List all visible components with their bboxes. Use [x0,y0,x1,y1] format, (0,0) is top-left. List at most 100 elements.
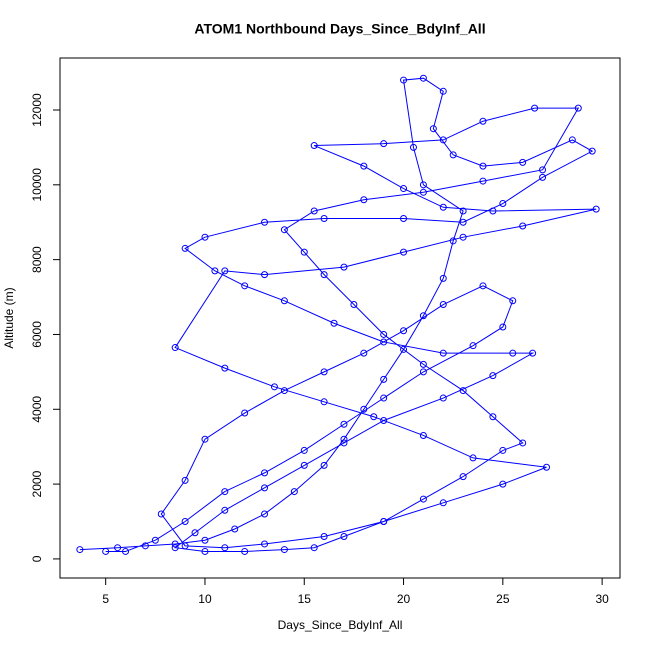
data-point [509,297,517,305]
data-point [519,222,527,230]
data-point [181,542,189,550]
data-point [531,104,539,112]
x-tick-label: 20 [397,592,411,606]
data-point [592,205,600,213]
data-point [181,518,189,526]
data-point [171,344,179,352]
data-point [459,233,467,241]
data-point [400,327,408,335]
data-line [79,77,597,552]
data-point [310,142,318,150]
data-point [499,323,507,331]
data-point [280,297,288,305]
data-point [419,188,427,196]
data-point [419,431,427,439]
data-point [489,207,497,215]
y-axis-label: Altitude (m) [2,287,16,348]
data-point [409,143,417,151]
data-point [380,417,388,425]
data-point [310,207,318,215]
x-tick-label: 10 [198,592,212,606]
data-point [330,319,338,327]
data-point [320,461,328,469]
data-point [380,518,388,526]
data-point [499,480,507,488]
data-point [181,244,189,252]
data-point [439,136,447,144]
data-point [380,140,388,148]
x-axis-label: Days_Since_BdyInf_All [278,618,403,632]
data-point [499,200,507,208]
y-tick-label: 12000 [30,93,44,127]
data-point [201,233,209,241]
data-point [241,409,249,417]
data-point [320,398,328,406]
data-point [201,435,209,443]
data-point [419,181,427,189]
y-tick-label: 10000 [30,168,44,202]
data-point [340,532,348,540]
data-point [221,488,229,496]
data-point [300,461,308,469]
data-point [459,218,467,226]
data-point [400,214,408,222]
y-tick-label: 4000 [30,396,44,423]
data-point [568,136,576,144]
x-tick-label: 5 [102,592,109,606]
data-point [320,532,328,540]
data-point [419,495,427,503]
data-point [419,74,427,82]
data-point [519,439,527,447]
data-point [340,435,348,443]
data-point [439,499,447,507]
data-point [588,147,596,155]
x-tick-label: 30 [595,592,609,606]
data-point [171,544,179,552]
data-point [439,394,447,402]
data-point [469,342,477,350]
data-point [141,542,149,550]
data-point [300,248,308,256]
data-point [270,383,278,391]
data-point [419,360,427,368]
data-point [261,484,269,492]
data-point [320,368,328,376]
data-point [574,104,582,112]
x-tick-label: 25 [496,592,510,606]
data-point [479,162,487,170]
data-point [181,476,189,484]
data-point [102,547,110,555]
data-point [191,529,199,537]
data-point [519,158,527,166]
data-point [439,349,447,357]
data-point [370,413,378,421]
data-point [529,349,537,357]
data-point [221,506,229,514]
data-point [201,536,209,544]
y-tick-label: 6000 [30,321,44,348]
data-point [509,349,517,357]
plot-frame [59,57,621,579]
data-point [479,282,487,290]
data-point [489,413,497,421]
data-point [171,540,179,548]
data-point [400,345,408,353]
data-point [280,546,288,554]
data-point [340,420,348,428]
data-point [419,368,427,376]
data-point [261,271,269,279]
data-point [449,151,457,159]
data-point [439,87,447,95]
data-point [261,469,269,477]
data-point [261,540,269,548]
data-point [360,162,368,170]
data-point [122,547,130,555]
data-point [449,237,457,245]
data-point [241,282,249,290]
data-point [459,387,467,395]
data-point [340,439,348,447]
data-point [400,185,408,193]
data-point [459,207,467,215]
data-point [469,454,477,462]
